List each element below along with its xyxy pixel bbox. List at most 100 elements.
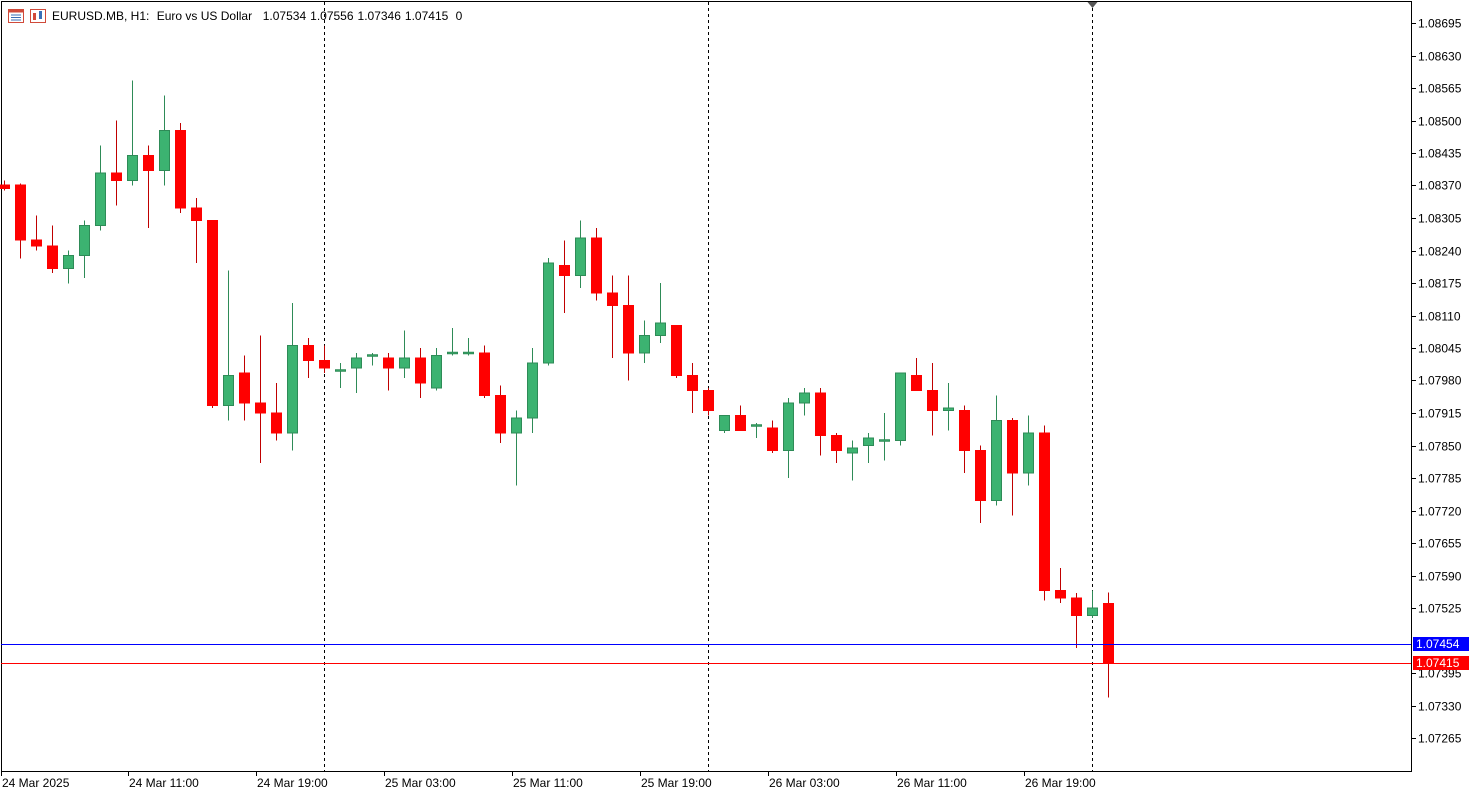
- y-tick-label: 1.07590: [1418, 570, 1462, 584]
- candle-body[interactable]: [831, 435, 842, 451]
- candle-body[interactable]: [655, 322, 666, 336]
- candle-body[interactable]: [287, 345, 298, 434]
- candle-body[interactable]: [431, 355, 442, 389]
- candle-body[interactable]: [767, 427, 778, 451]
- candle-body[interactable]: [719, 415, 730, 431]
- y-tick-label: 1.07915: [1418, 407, 1462, 421]
- candle-body[interactable]: [671, 325, 682, 376]
- candle-body[interactable]: [447, 351, 458, 355]
- candle-body[interactable]: [975, 450, 986, 501]
- candle-body[interactable]: [63, 255, 74, 269]
- candle-body[interactable]: [863, 437, 874, 446]
- candle-body[interactable]: [143, 155, 154, 171]
- candle-body[interactable]: [1055, 590, 1066, 599]
- header-high: 1.07556: [310, 9, 354, 23]
- ask-price-tag-label: 1.07454: [1416, 637, 1460, 651]
- shift-marker-icon[interactable]: [1087, 2, 1098, 8]
- candle-body[interactable]: [127, 155, 138, 181]
- candle-body[interactable]: [495, 395, 506, 434]
- y-tick-label: 1.07525: [1418, 602, 1462, 616]
- candle-body[interactable]: [559, 265, 570, 276]
- plot-border: [1, 1, 1412, 772]
- x-tick-label: 24 Mar 11:00: [129, 776, 199, 790]
- candle-body[interactable]: [623, 305, 634, 354]
- candle-body[interactable]: [879, 439, 890, 442]
- candle-body[interactable]: [847, 447, 858, 454]
- x-tick-label: 26 Mar 19:00: [1025, 776, 1096, 790]
- candle-body[interactable]: [815, 392, 826, 436]
- candle-body[interactable]: [543, 262, 554, 364]
- candle-body[interactable]: [1087, 607, 1098, 616]
- y-tick-label: 1.07980: [1418, 374, 1462, 388]
- header-low: 1.07346: [357, 9, 401, 23]
- candle-body[interactable]: [175, 130, 186, 209]
- candle-body[interactable]: [399, 357, 410, 369]
- candle-body[interactable]: [0, 184, 10, 189]
- candle-body[interactable]: [575, 237, 586, 276]
- candle-body[interactable]: [1039, 432, 1050, 591]
- header-volume: 0: [455, 9, 463, 23]
- candle-body[interactable]: [895, 372, 906, 441]
- candle-body[interactable]: [191, 207, 202, 221]
- y-tick-label: 1.08695: [1418, 17, 1462, 31]
- candle-body[interactable]: [1071, 597, 1082, 616]
- chart-type-icon[interactable]: [30, 9, 46, 23]
- candle-body[interactable]: [511, 417, 522, 434]
- candle-body[interactable]: [47, 245, 58, 269]
- y-tick-label: 1.08500: [1418, 115, 1462, 129]
- candle-body[interactable]: [959, 410, 970, 451]
- candle-body[interactable]: [591, 237, 602, 294]
- candle-body[interactable]: [303, 345, 314, 361]
- candle-body[interactable]: [1007, 420, 1018, 474]
- y-tick-label: 1.08240: [1418, 245, 1462, 259]
- x-tick-label: 24 Mar 2025: [2, 776, 70, 790]
- candle-body[interactable]: [31, 239, 42, 247]
- candle-body[interactable]: [527, 362, 538, 419]
- ask-price-tag: [1413, 637, 1469, 651]
- y-tick-label: 1.07655: [1418, 537, 1462, 551]
- candle-body[interactable]: [255, 402, 266, 414]
- y-tick-label: 1.08565: [1418, 82, 1462, 96]
- candle-body[interactable]: [639, 335, 650, 354]
- y-tick-label: 1.07265: [1418, 732, 1462, 746]
- candle-body[interactable]: [239, 372, 250, 404]
- candle-body[interactable]: [607, 292, 618, 306]
- x-tick-label: 25 Mar 03:00: [385, 776, 456, 790]
- candle-body[interactable]: [479, 352, 490, 396]
- candle-body[interactable]: [207, 220, 218, 406]
- candle-body[interactable]: [415, 357, 426, 384]
- candle-body[interactable]: [223, 375, 234, 406]
- candle-body-current[interactable]: [1103, 603, 1114, 664]
- candle-body[interactable]: [943, 407, 954, 411]
- candle-body[interactable]: [319, 360, 330, 369]
- chart-header: EURUSD.MB, H1: Euro vs US Dollar 1.07534…: [8, 7, 466, 25]
- candle-body[interactable]: [367, 354, 378, 357]
- y-tick-label: 1.08045: [1418, 342, 1462, 356]
- candle-body[interactable]: [335, 369, 346, 372]
- candle-body[interactable]: [271, 412, 282, 434]
- candle-body[interactable]: [15, 184, 26, 241]
- candle-body[interactable]: [703, 390, 714, 411]
- header-description: Euro vs US Dollar: [156, 9, 253, 23]
- candle-body[interactable]: [79, 225, 90, 256]
- y-tick-label: 1.08370: [1418, 179, 1462, 193]
- x-tick-label: 24 Mar 19:00: [257, 776, 328, 790]
- candle-body[interactable]: [927, 390, 938, 411]
- candle-body[interactable]: [463, 351, 474, 355]
- candle-body[interactable]: [351, 357, 362, 369]
- candle-body[interactable]: [911, 375, 922, 391]
- candle-body[interactable]: [1023, 432, 1034, 474]
- candle-body[interactable]: [783, 402, 794, 451]
- candle-body[interactable]: [95, 172, 106, 226]
- candle-body[interactable]: [383, 357, 394, 369]
- candle-body[interactable]: [111, 172, 122, 181]
- window-list-icon[interactable]: [8, 9, 24, 23]
- candle-body[interactable]: [687, 375, 698, 391]
- y-tick-label: 1.07850: [1418, 440, 1462, 454]
- candle-body[interactable]: [799, 392, 810, 404]
- candle-body[interactable]: [991, 420, 1002, 501]
- candle-body[interactable]: [751, 424, 762, 427]
- candle-body[interactable]: [159, 130, 170, 171]
- candle-body[interactable]: [735, 415, 746, 431]
